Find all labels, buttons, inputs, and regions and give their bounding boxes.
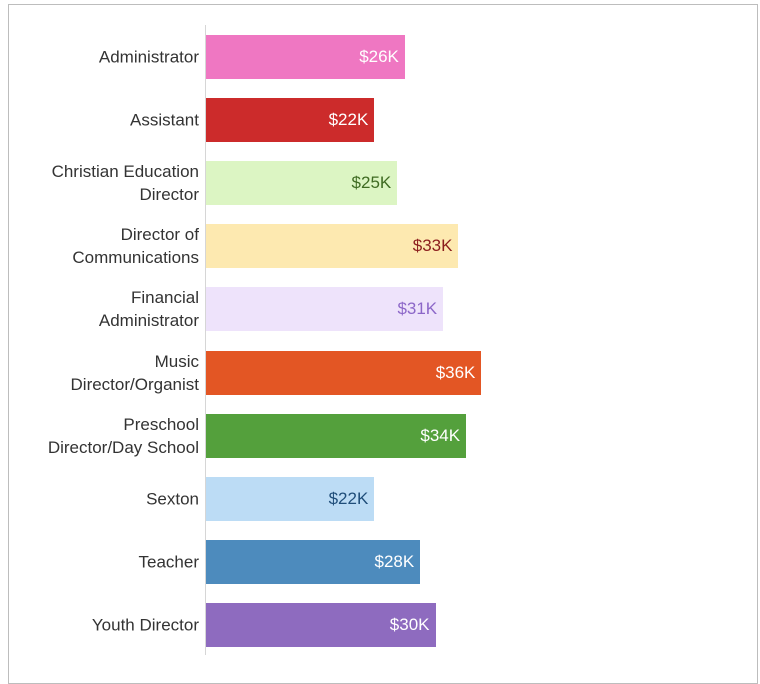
category-label: Music Director/Organist xyxy=(70,351,199,394)
value-label: $36K xyxy=(435,362,476,382)
value-label: $25K xyxy=(351,173,392,193)
category-label: Youth Director xyxy=(91,615,199,635)
category-label: Preschool Director/Day School xyxy=(47,414,199,457)
category-axis-line xyxy=(205,25,206,655)
value-label: $33K xyxy=(412,236,453,256)
bar: $28K xyxy=(206,539,421,584)
bar: $22K xyxy=(206,476,375,521)
bar: $25K xyxy=(206,161,398,206)
value-label: $30K xyxy=(389,614,430,634)
bar: $34K xyxy=(206,413,467,458)
category-label: Director of Communications xyxy=(72,225,199,268)
bar: $33K xyxy=(206,224,459,269)
category-label: Assistant xyxy=(130,110,199,130)
bar: $30K xyxy=(206,602,436,647)
bar: $36K xyxy=(206,350,482,395)
bar: $26K xyxy=(206,35,405,79)
value-label: $31K xyxy=(397,299,438,319)
value-label: $22K xyxy=(328,488,369,508)
value-label: $22K xyxy=(328,110,369,130)
category-label: Sexton xyxy=(146,489,199,509)
category-label: Administrator xyxy=(98,47,199,67)
bar: $22K xyxy=(206,98,375,143)
value-label: $28K xyxy=(374,551,415,571)
category-label: Christian Education Director xyxy=(51,162,199,205)
category-label: Teacher xyxy=(138,552,199,572)
value-label: $26K xyxy=(359,47,399,66)
value-label: $34K xyxy=(420,425,461,445)
category-label: Financial Administrator xyxy=(98,288,199,331)
bar: $31K xyxy=(206,287,444,332)
